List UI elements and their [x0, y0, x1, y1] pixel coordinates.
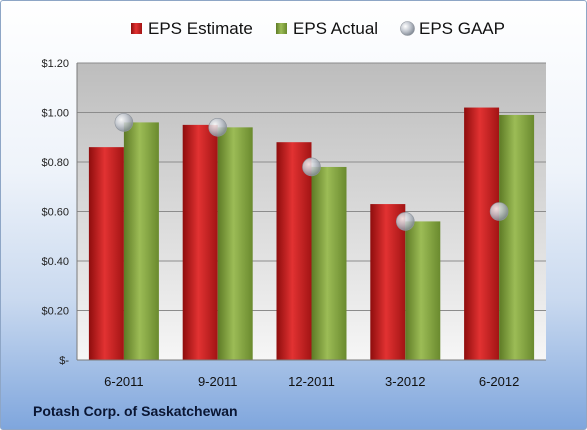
legend-label-eps-actual: EPS Actual	[293, 19, 378, 38]
bar-eps-actual	[499, 114, 535, 360]
y-tick-label: $1.00	[41, 108, 69, 120]
point-eps-gaap	[302, 157, 321, 177]
legend-label-eps-gaap: EPS GAAP	[419, 19, 505, 38]
bar-eps-estimate	[464, 107, 500, 360]
point-eps-gaap	[395, 212, 415, 231]
legend-swatch-eps-actual	[276, 23, 287, 34]
bar-eps-estimate	[276, 142, 312, 360]
x-tick-label: 6-2011	[104, 374, 144, 389]
legend-swatch-eps-gaap	[400, 21, 415, 36]
eps-chart: EPS Estimate EPS Actual EPS GAAP $- $0.20 $0…	[41, 19, 546, 389]
bar-eps-actual	[123, 122, 159, 361]
bar-eps-actual	[217, 127, 253, 360]
point-eps-gaap	[208, 118, 227, 137]
bar-eps-estimate	[88, 147, 124, 360]
y-tick-label: $-	[59, 355, 69, 367]
y-tick-label: $0.80	[41, 157, 69, 169]
bar-eps-actual	[405, 221, 441, 360]
point-eps-gaap	[489, 202, 509, 221]
y-tick-label: $0.40	[41, 256, 69, 268]
legend-swatch-eps-estimate	[131, 23, 142, 34]
company-name: Potash Corp. of Saskatchewan	[33, 403, 238, 419]
point-eps-gaap	[114, 113, 134, 132]
x-tick-label: 12-2011	[288, 374, 335, 389]
bar-eps-actual	[311, 166, 347, 360]
x-tick-label: 6-2012	[479, 374, 519, 389]
y-tick-label: $0.60	[41, 207, 69, 219]
x-tick-label: 9-2011	[198, 374, 238, 389]
legend-label-eps-estimate: EPS Estimate	[148, 19, 253, 38]
y-tick-label: $0.20	[41, 306, 69, 318]
y-tick-label: $1.20	[41, 58, 69, 70]
bar-eps-estimate	[182, 124, 218, 360]
x-tick-label: 3-2012	[385, 374, 425, 389]
bar-eps-estimate	[370, 204, 406, 360]
